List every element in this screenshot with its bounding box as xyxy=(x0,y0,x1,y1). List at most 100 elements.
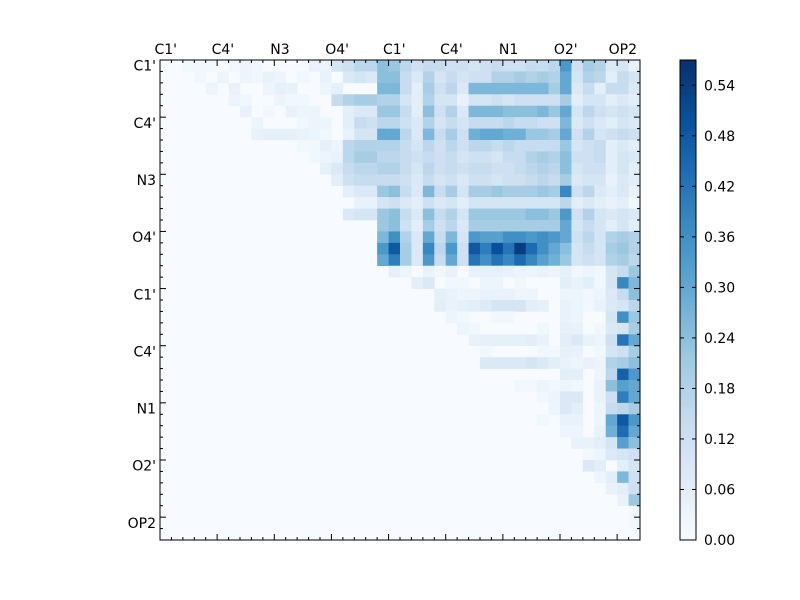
heatmap-cell xyxy=(525,117,538,129)
heatmap-cell xyxy=(491,174,504,187)
heatmap-cell xyxy=(400,140,412,152)
heatmap-cell xyxy=(571,345,584,358)
heatmap-cell xyxy=(205,60,218,72)
heatmap-cell xyxy=(617,357,629,369)
heatmap-cell xyxy=(354,185,367,198)
heatmap-cell xyxy=(582,117,595,129)
heatmap-cell xyxy=(491,162,504,175)
heatmap-cell xyxy=(514,277,527,289)
heatmap-cell xyxy=(480,220,492,232)
heatmap-cell xyxy=(445,162,458,175)
heatmap-cell xyxy=(285,128,298,141)
heatmap-cell xyxy=(605,471,618,484)
heatmap-cell xyxy=(605,345,618,358)
heatmap-cell xyxy=(354,60,367,72)
heatmap-cell xyxy=(537,60,549,72)
heatmap-cell xyxy=(445,254,458,267)
heatmap-cell xyxy=(594,334,607,347)
heatmap-cell xyxy=(628,345,641,358)
heatmap-cell xyxy=(514,60,527,72)
heatmap-cell xyxy=(617,140,629,152)
heatmap-cell xyxy=(617,82,629,95)
heatmap-cell xyxy=(274,82,287,95)
heatmap-cell xyxy=(560,277,572,289)
heatmap-cell xyxy=(502,254,515,267)
heatmap-cell xyxy=(468,162,481,175)
heatmap-cell xyxy=(434,128,447,141)
heatmap-cell xyxy=(605,94,618,107)
y-tick-label: O4' xyxy=(132,230,156,246)
heatmap-cell xyxy=(342,151,355,164)
x-tick-label: C1' xyxy=(383,42,406,58)
heatmap-cell xyxy=(434,105,447,118)
heatmap-cell xyxy=(628,117,641,129)
heatmap-cell xyxy=(514,185,527,198)
heatmap-cell xyxy=(422,82,435,95)
heatmap-cell xyxy=(628,300,641,312)
heatmap-cell xyxy=(388,162,401,175)
heatmap-cell xyxy=(400,185,412,198)
heatmap-cell xyxy=(560,322,572,335)
heatmap-cell xyxy=(514,380,527,392)
heatmap-cell xyxy=(354,197,367,209)
heatmap-cell xyxy=(605,197,618,209)
heatmap-cell xyxy=(445,220,458,232)
heatmap-cell xyxy=(628,414,641,427)
heatmap-cell xyxy=(617,402,629,415)
heatmap-cell xyxy=(617,197,629,209)
heatmap-cell xyxy=(571,162,584,175)
heatmap-cell xyxy=(582,220,595,232)
heatmap-cell xyxy=(628,517,641,529)
heatmap-cell xyxy=(605,140,618,152)
heatmap-cell xyxy=(365,197,378,209)
heatmap-cell xyxy=(525,242,538,255)
heatmap-cell xyxy=(354,105,367,118)
y-tick-label: C1' xyxy=(133,59,156,75)
heatmap-cell xyxy=(491,82,504,95)
heatmap-cell xyxy=(582,174,595,187)
heatmap-cell xyxy=(377,71,389,84)
heatmap-cell xyxy=(388,105,401,118)
heatmap-cell xyxy=(514,140,527,152)
heatmap-cell xyxy=(468,185,481,198)
colorbar-tick-label: 0.24 xyxy=(704,331,735,347)
heatmap-cell xyxy=(388,82,401,95)
heatmap-cell xyxy=(480,197,492,209)
colorbar-tick-label: 0.00 xyxy=(704,533,735,549)
heatmap-cell xyxy=(240,94,252,107)
x-tick-label: OP2 xyxy=(609,42,637,58)
heatmap-cell xyxy=(194,71,207,84)
heatmap-cell xyxy=(251,128,264,141)
heatmap-cell xyxy=(571,231,584,244)
heatmap-cell xyxy=(548,254,561,267)
heatmap-cell xyxy=(400,220,412,232)
heatmap-cell xyxy=(594,380,607,392)
heatmap-cell xyxy=(628,265,641,278)
heatmap-cell xyxy=(571,82,584,95)
heatmap-cell xyxy=(514,128,527,141)
heatmap-cell xyxy=(548,265,561,278)
heatmap-cell xyxy=(228,60,241,72)
heatmap-cell xyxy=(525,94,538,107)
heatmap-cell xyxy=(628,311,641,324)
heatmap-cell xyxy=(457,71,469,84)
heatmap-cell xyxy=(434,71,447,84)
heatmap-cell xyxy=(571,60,584,72)
heatmap-cell xyxy=(480,334,492,347)
heatmap-cell xyxy=(388,254,401,267)
heatmap-cell xyxy=(445,174,458,187)
heatmap-cell xyxy=(445,105,458,118)
heatmap-cell xyxy=(594,162,607,175)
heatmap-cell xyxy=(457,242,469,255)
colorbar-tick-label: 0.18 xyxy=(704,381,735,397)
heatmap-cell xyxy=(388,231,401,244)
heatmap-cell xyxy=(502,242,515,255)
heatmap-cell xyxy=(422,277,435,289)
heatmap-cell xyxy=(457,94,469,107)
heatmap-cell xyxy=(502,128,515,141)
heatmap-cell xyxy=(560,94,572,107)
heatmap-cell xyxy=(502,265,515,278)
heatmap-cell xyxy=(434,265,447,278)
heatmap-cell xyxy=(571,437,584,449)
heatmap-cell xyxy=(434,300,447,312)
